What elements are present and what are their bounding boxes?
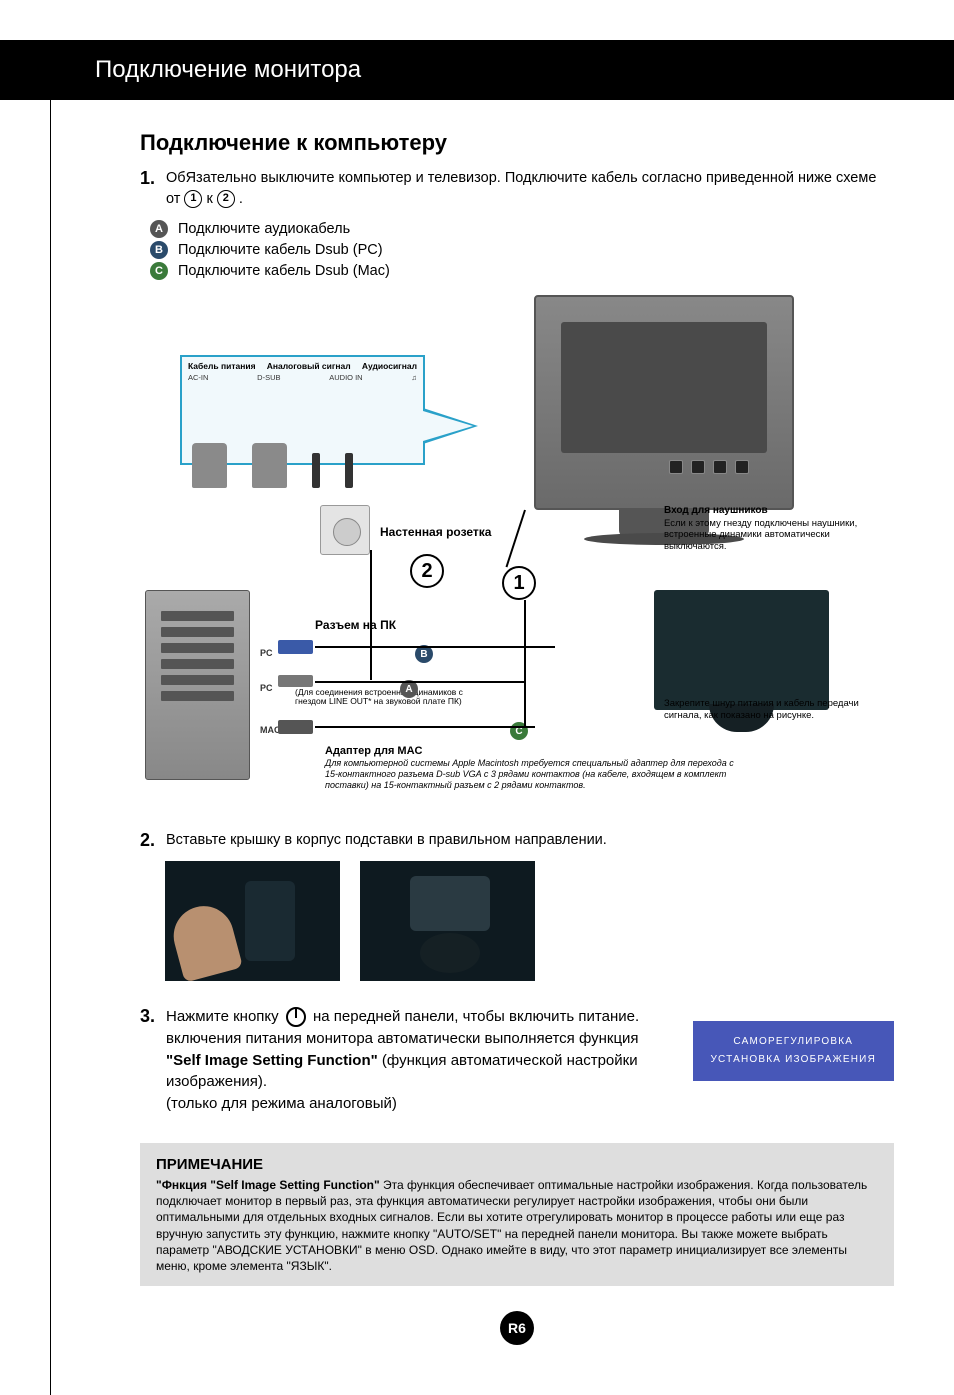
lineout-note: (Для соединения встроенных динамиков с г… [295, 688, 495, 707]
s3bold: "Self Image Setting Function" [166, 1052, 378, 1069]
secure-note: Закрепите шнур питания и кабель передачи… [664, 698, 864, 723]
mac-adapter-sub: Для компьютерной системы Apple Macintosh… [325, 758, 745, 790]
cable-a-icon [315, 681, 525, 683]
hp-mini-icon: ♫ [411, 373, 417, 382]
callout-s3: AUDIO IN [329, 373, 362, 382]
section-title: Подключение к компьютеру [140, 130, 894, 156]
connector-b-icon [278, 640, 313, 654]
page-number: R6 [500, 1311, 534, 1345]
blue2: УСТАНОВКА ИЗОБРАЖЕНИЯ [711, 1051, 877, 1069]
self-adjust-box: САМОРЕГУЛИРОВКА УСТАНОВКА ИЗОБРАЖЕНИЯ [693, 1021, 895, 1081]
step1-b: к [206, 191, 216, 207]
step-1: 1. ОбЯзательно выключите компьютер и тел… [140, 168, 894, 210]
pc-port-label: Разъем на ПК [315, 618, 396, 632]
content: Подключение к компьютеру 1. ОбЯзательно … [0, 100, 954, 1395]
wall-socket-icon [320, 505, 370, 555]
step-2-photos [165, 861, 894, 981]
row-a-text: Подключите аудиокабель [178, 221, 350, 237]
s3d: (только для режима аналоговый) [166, 1095, 397, 1112]
step-1-num: 1. [140, 168, 160, 210]
circ-2: 2 [217, 190, 235, 208]
badge-c-icon: C [150, 262, 168, 280]
callout-plugs-icon [192, 443, 353, 488]
step-1-text: ОбЯзательно выключите компьютер и телеви… [166, 168, 894, 210]
power-icon [286, 1007, 306, 1027]
wall-label: Настенная розетка [380, 525, 491, 539]
port-label-pc2: PC [260, 683, 273, 693]
step-3: 3. Нажмите кнопку на передней панели, чт… [140, 1006, 894, 1125]
callout-s1: AC-IN [188, 373, 208, 382]
big-circ-1: 1 [502, 566, 536, 600]
connector-a-icon [278, 675, 313, 687]
monitor-rear-icon [534, 295, 794, 510]
step-3-num: 3. [140, 1006, 160, 1115]
badge-a-icon: A [150, 220, 168, 238]
callout-h1: Кабель питания [188, 361, 256, 371]
hp-title: Вход для наушников [664, 505, 768, 516]
header-title: Подключение монитора [95, 56, 361, 84]
cable-power-v-icon [370, 550, 372, 680]
callout-h3: Аудиосигнал [362, 361, 417, 371]
monitor-ports-icon [669, 460, 749, 474]
big-circ-2: 2 [410, 554, 444, 588]
row-c-text: Подключите кабель Dsub (Mac) [178, 263, 390, 279]
monitor-cable-photo-icon [654, 590, 829, 710]
s3a: Нажмите кнопку [166, 1008, 283, 1025]
callout-pointer-icon [423, 408, 478, 444]
cable-bundle-v-icon [524, 600, 526, 728]
row-b-text: Подключите кабель Dsub (PC) [178, 242, 383, 258]
circ-1: 1 [184, 190, 202, 208]
note-lead: "Фнкция "Self Image Setting Function" [156, 1178, 380, 1192]
note-title: ПРИМЕЧАНИЕ [156, 1155, 878, 1175]
photo-2-icon [360, 861, 535, 981]
header-bar: Подключение монитора [0, 40, 954, 100]
step-2-text: Вставьте крышку в корпус подставки в пра… [166, 830, 607, 851]
cable-b-icon [315, 646, 555, 648]
callout-h2: Аналоговый сигнал [267, 361, 351, 371]
cable-c-icon [315, 726, 535, 728]
margin-rule [50, 40, 51, 1395]
badge-b-icon: B [150, 241, 168, 259]
step-2-num: 2. [140, 830, 160, 851]
step1-a: ОбЯзательно выключите компьютер и телеви… [166, 170, 876, 207]
callout-s2: D-SUB [257, 373, 280, 382]
blue1: САМОРЕГУЛИРОВКА [711, 1033, 877, 1051]
port-label-pc1: PC [260, 648, 273, 658]
row-b: B Подключите кабель Dsub (PC) [150, 241, 894, 259]
connector-c-icon [278, 720, 313, 734]
row-a: A Подключите аудиокабель [150, 220, 894, 238]
pc-tower-icon [145, 590, 250, 780]
connection-diagram: Кабель питания Аналоговый сигнал Аудиоси… [120, 290, 894, 820]
mac-adapter-title: Адаптер для MAC [325, 745, 422, 757]
note-body: "Фнкция "Self Image Setting Function" Эт… [156, 1177, 878, 1274]
note-box: ПРИМЕЧАНИЕ "Фнкция "Self Image Setting F… [140, 1143, 894, 1286]
row-c: C Подключите кабель Dsub (Mac) [150, 262, 894, 280]
cable-to-monitor-icon [506, 510, 526, 568]
photo-1-icon [165, 861, 340, 981]
note-body-text: Эта функция обеспечивает оптимальные нас… [156, 1178, 867, 1273]
headphone-note: Вход для наушников Если к этому гнезду п… [664, 505, 864, 553]
step-2: 2. Вставьте крышку в корпус подставки в … [140, 830, 894, 851]
step1-c: . [239, 191, 243, 207]
step-3-text: Нажмите кнопку на передней панели, чтобы… [166, 1006, 663, 1115]
ports-callout: Кабель питания Аналоговый сигнал Аудиоси… [180, 355, 425, 465]
hp-body: Если к этому гнезду подключены наушники,… [664, 518, 857, 553]
